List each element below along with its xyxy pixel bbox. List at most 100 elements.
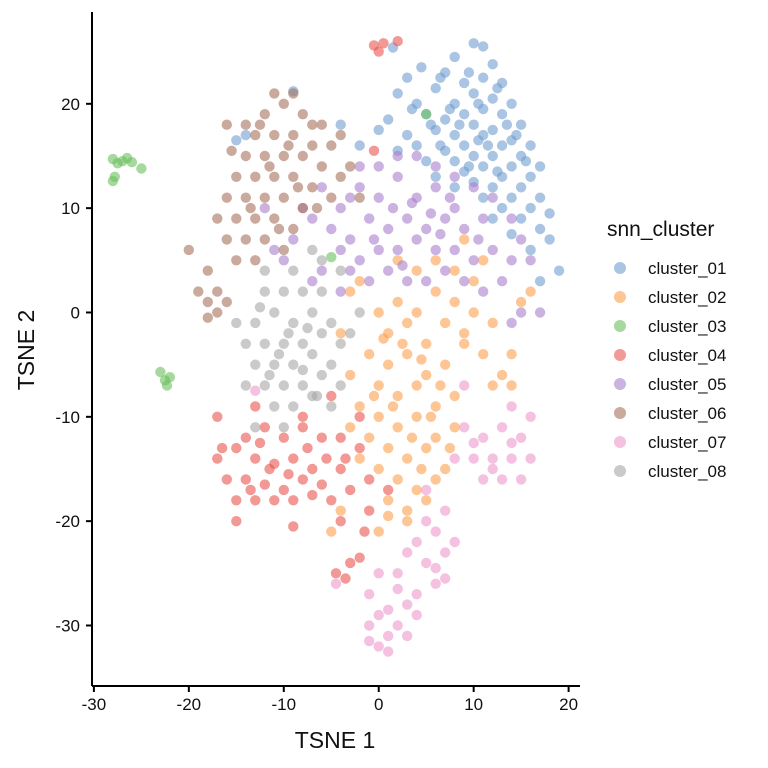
point-cluster_03-12 bbox=[421, 109, 432, 120]
point-cluster_04-4 bbox=[288, 453, 299, 464]
point-cluster_05-12 bbox=[402, 213, 413, 224]
point-cluster_06-31 bbox=[240, 234, 251, 245]
point-cluster_08-8 bbox=[316, 328, 327, 339]
point-cluster_05-4 bbox=[392, 171, 403, 182]
point-cluster_04-27 bbox=[250, 401, 261, 412]
point-cluster_06-2 bbox=[297, 109, 308, 120]
point-cluster_05-52 bbox=[515, 307, 527, 318]
point-cluster_07-47 bbox=[383, 604, 394, 615]
point-cluster_01-57 bbox=[525, 244, 536, 256]
point-cluster_05-45 bbox=[430, 161, 441, 172]
point-cluster_07-15 bbox=[383, 630, 394, 642]
point-cluster_02-37 bbox=[345, 369, 356, 381]
point-cluster_01-19 bbox=[515, 119, 527, 130]
point-cluster_06-6 bbox=[307, 119, 318, 130]
point-cluster_07-36 bbox=[459, 380, 470, 391]
point-cluster_05-11 bbox=[383, 223, 394, 235]
legend-title: snn_cluster bbox=[607, 218, 714, 241]
point-cluster_06-17 bbox=[288, 171, 299, 182]
point-cluster_04-41 bbox=[359, 526, 370, 537]
point-cluster_06-0 bbox=[259, 109, 270, 120]
point-cluster_05-33 bbox=[478, 286, 489, 297]
point-cluster_05-8 bbox=[326, 223, 337, 235]
point-cluster_06-46 bbox=[183, 244, 194, 256]
point-cluster_01-53 bbox=[487, 213, 498, 224]
point-cluster_07-2 bbox=[411, 536, 422, 548]
point-cluster_02-63 bbox=[525, 286, 536, 297]
point-cluster_06-32 bbox=[259, 234, 270, 245]
point-cluster_01-12 bbox=[506, 98, 517, 110]
point-cluster_04-16 bbox=[288, 495, 299, 506]
point-cluster_01-67 bbox=[354, 140, 365, 151]
x-tick-label: 10 bbox=[464, 695, 483, 714]
point-cluster_01-8 bbox=[430, 83, 441, 94]
point-cluster_05-31 bbox=[440, 265, 451, 276]
point-cluster_05-32 bbox=[459, 276, 470, 287]
point-cluster_01-55 bbox=[506, 229, 517, 240]
legend-key-cluster_01 bbox=[614, 262, 626, 274]
point-cluster_06-18 bbox=[307, 182, 318, 193]
point-cluster_05-27 bbox=[364, 276, 375, 287]
point-cluster_02-14 bbox=[373, 380, 384, 391]
point-cluster_02-74 bbox=[444, 442, 456, 454]
point-cluster_01-6 bbox=[459, 77, 470, 89]
legend-label-cluster_02: cluster_02 bbox=[648, 288, 726, 307]
y-tick-label: 0 bbox=[71, 303, 80, 322]
point-cluster_04-26 bbox=[212, 411, 223, 422]
point-cluster_06-43 bbox=[307, 140, 318, 151]
point-cluster_05-9 bbox=[345, 234, 356, 245]
point-cluster_01-26 bbox=[459, 140, 470, 151]
point-cluster_06-38 bbox=[221, 296, 232, 308]
point-cluster_07-26 bbox=[515, 432, 527, 443]
point-cluster_08-17 bbox=[297, 380, 308, 391]
point-cluster_07-25 bbox=[496, 422, 508, 433]
point-cluster_07-12 bbox=[364, 589, 375, 600]
y-axis-title: TSNE 2 bbox=[13, 310, 39, 391]
point-cluster_02-53 bbox=[449, 265, 460, 276]
point-cluster_01-77 bbox=[444, 103, 456, 115]
point-cluster_02-59 bbox=[335, 505, 346, 516]
point-cluster_08-9 bbox=[335, 338, 346, 349]
point-cluster_01-46 bbox=[506, 192, 517, 203]
point-cluster_05-21 bbox=[411, 234, 422, 245]
point-cluster_02-18 bbox=[449, 390, 460, 402]
point-cluster_08-36 bbox=[250, 422, 261, 433]
point-cluster_02-35 bbox=[402, 505, 413, 516]
point-cluster_02-55 bbox=[345, 422, 356, 433]
point-cluster_06-27 bbox=[250, 213, 261, 224]
point-cluster_08-39 bbox=[259, 265, 270, 276]
point-cluster_02-28 bbox=[421, 442, 432, 454]
point-cluster_02-66 bbox=[378, 333, 389, 344]
point-cluster_01-51 bbox=[544, 208, 555, 219]
point-cluster_07-40 bbox=[440, 573, 451, 584]
point-cluster_02-34 bbox=[383, 495, 394, 506]
point-cluster_08-15 bbox=[259, 380, 270, 391]
point-cluster_02-57 bbox=[383, 510, 394, 522]
point-cluster_06-15 bbox=[250, 171, 261, 182]
point-cluster_08-4 bbox=[326, 317, 337, 329]
point-cluster_05-58 bbox=[354, 161, 365, 172]
point-cluster_04-52 bbox=[321, 453, 332, 464]
point-cluster_01-17 bbox=[440, 114, 451, 125]
point-cluster_01-1 bbox=[478, 41, 489, 52]
point-cluster_04-7 bbox=[240, 474, 251, 485]
point-cluster_02-6 bbox=[421, 338, 432, 349]
point-cluster_02-36 bbox=[421, 495, 432, 506]
series-cluster_03 bbox=[107, 109, 432, 391]
series-cluster_07 bbox=[250, 380, 536, 657]
point-cluster_02-10 bbox=[402, 349, 413, 360]
point-cluster_05-47 bbox=[468, 182, 479, 193]
point-cluster_08-13 bbox=[307, 349, 318, 360]
point-cluster_04-19 bbox=[345, 484, 356, 496]
point-cluster_08-31 bbox=[316, 255, 327, 266]
ticks-layer: -30 -20 -10 0 10 20 -30 -20 -10 0 10 20 bbox=[55, 95, 578, 714]
point-cluster_04-55 bbox=[254, 437, 266, 449]
point-cluster_02-54 bbox=[354, 276, 365, 287]
point-cluster_06-54 bbox=[283, 140, 294, 151]
point-cluster_01-33 bbox=[421, 156, 432, 167]
point-cluster_05-65 bbox=[435, 229, 446, 240]
point-cluster_08-46 bbox=[254, 302, 266, 313]
point-cluster_02-33 bbox=[430, 474, 441, 485]
point-cluster_05-17 bbox=[335, 244, 346, 256]
